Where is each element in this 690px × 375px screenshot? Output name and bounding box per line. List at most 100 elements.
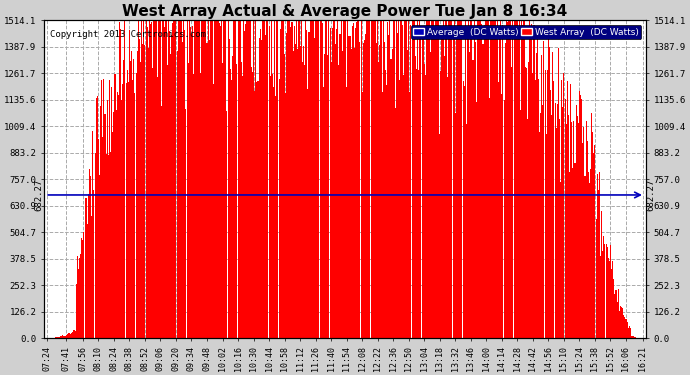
- Bar: [387, 22, 388, 338]
- Bar: [306, 30, 307, 338]
- Bar: [310, 14, 312, 338]
- Bar: [589, 183, 590, 338]
- Bar: [471, 14, 473, 338]
- Bar: [76, 284, 77, 338]
- Bar: [113, 112, 115, 338]
- Bar: [597, 174, 598, 338]
- Bar: [242, 76, 243, 338]
- Bar: [361, 14, 362, 338]
- Bar: [520, 110, 521, 338]
- Bar: [299, 45, 301, 338]
- Bar: [182, 42, 183, 338]
- Bar: [531, 24, 532, 338]
- Bar: [614, 294, 615, 338]
- Bar: [504, 43, 506, 338]
- Bar: [283, 14, 284, 338]
- Bar: [599, 171, 600, 338]
- Bar: [608, 258, 609, 338]
- Bar: [151, 22, 152, 338]
- Bar: [79, 258, 80, 338]
- Bar: [568, 115, 569, 338]
- Bar: [411, 14, 413, 338]
- Bar: [389, 14, 391, 338]
- Text: Copyright 2013 Certronics.com: Copyright 2013 Certronics.com: [50, 30, 206, 39]
- Bar: [208, 40, 210, 338]
- Bar: [621, 308, 622, 338]
- Bar: [506, 14, 507, 338]
- Bar: [518, 26, 519, 338]
- Bar: [279, 30, 281, 338]
- Bar: [408, 14, 409, 338]
- Bar: [588, 172, 589, 338]
- Bar: [398, 14, 400, 338]
- Bar: [203, 14, 204, 338]
- Bar: [444, 56, 445, 338]
- Bar: [507, 22, 508, 338]
- Bar: [261, 40, 262, 338]
- Bar: [429, 14, 431, 338]
- Bar: [107, 100, 108, 338]
- Bar: [90, 176, 91, 338]
- Bar: [321, 14, 322, 338]
- Bar: [328, 14, 329, 338]
- Bar: [395, 108, 396, 338]
- Bar: [502, 25, 504, 338]
- Bar: [591, 113, 592, 338]
- Bar: [378, 62, 380, 338]
- Bar: [285, 93, 286, 338]
- Bar: [253, 14, 254, 338]
- Bar: [248, 14, 250, 338]
- Bar: [508, 14, 509, 338]
- Bar: [161, 106, 162, 338]
- Bar: [297, 49, 298, 338]
- Bar: [59, 337, 60, 338]
- Bar: [110, 152, 111, 338]
- Bar: [551, 115, 552, 338]
- Bar: [266, 14, 268, 338]
- Bar: [493, 14, 495, 338]
- Bar: [85, 198, 86, 338]
- Bar: [383, 14, 384, 338]
- Bar: [355, 28, 356, 338]
- Bar: [382, 92, 383, 338]
- Bar: [330, 28, 331, 338]
- Bar: [277, 14, 279, 338]
- Bar: [179, 14, 180, 338]
- Bar: [573, 121, 574, 338]
- Bar: [170, 54, 171, 338]
- Bar: [517, 14, 518, 338]
- Bar: [212, 14, 213, 338]
- Bar: [201, 14, 202, 338]
- Bar: [304, 65, 305, 338]
- Bar: [542, 105, 544, 338]
- Bar: [65, 336, 66, 338]
- Bar: [345, 14, 346, 338]
- Bar: [631, 336, 632, 338]
- Bar: [86, 198, 87, 338]
- Bar: [496, 26, 497, 338]
- Bar: [217, 14, 219, 338]
- Bar: [235, 14, 237, 338]
- Bar: [66, 335, 67, 338]
- Bar: [284, 54, 285, 338]
- Bar: [371, 19, 372, 338]
- Bar: [524, 68, 526, 338]
- Bar: [241, 62, 242, 338]
- Bar: [377, 14, 378, 338]
- Bar: [446, 14, 447, 338]
- Bar: [561, 80, 562, 338]
- Bar: [622, 308, 623, 338]
- Bar: [231, 80, 232, 338]
- Bar: [435, 14, 436, 338]
- Bar: [630, 328, 631, 338]
- Bar: [152, 68, 153, 338]
- Bar: [400, 14, 402, 338]
- Bar: [262, 14, 263, 338]
- Bar: [73, 330, 75, 338]
- Bar: [98, 139, 99, 338]
- Bar: [555, 128, 557, 338]
- Bar: [211, 18, 212, 338]
- Bar: [246, 14, 248, 338]
- Bar: [538, 78, 539, 338]
- Bar: [417, 14, 418, 338]
